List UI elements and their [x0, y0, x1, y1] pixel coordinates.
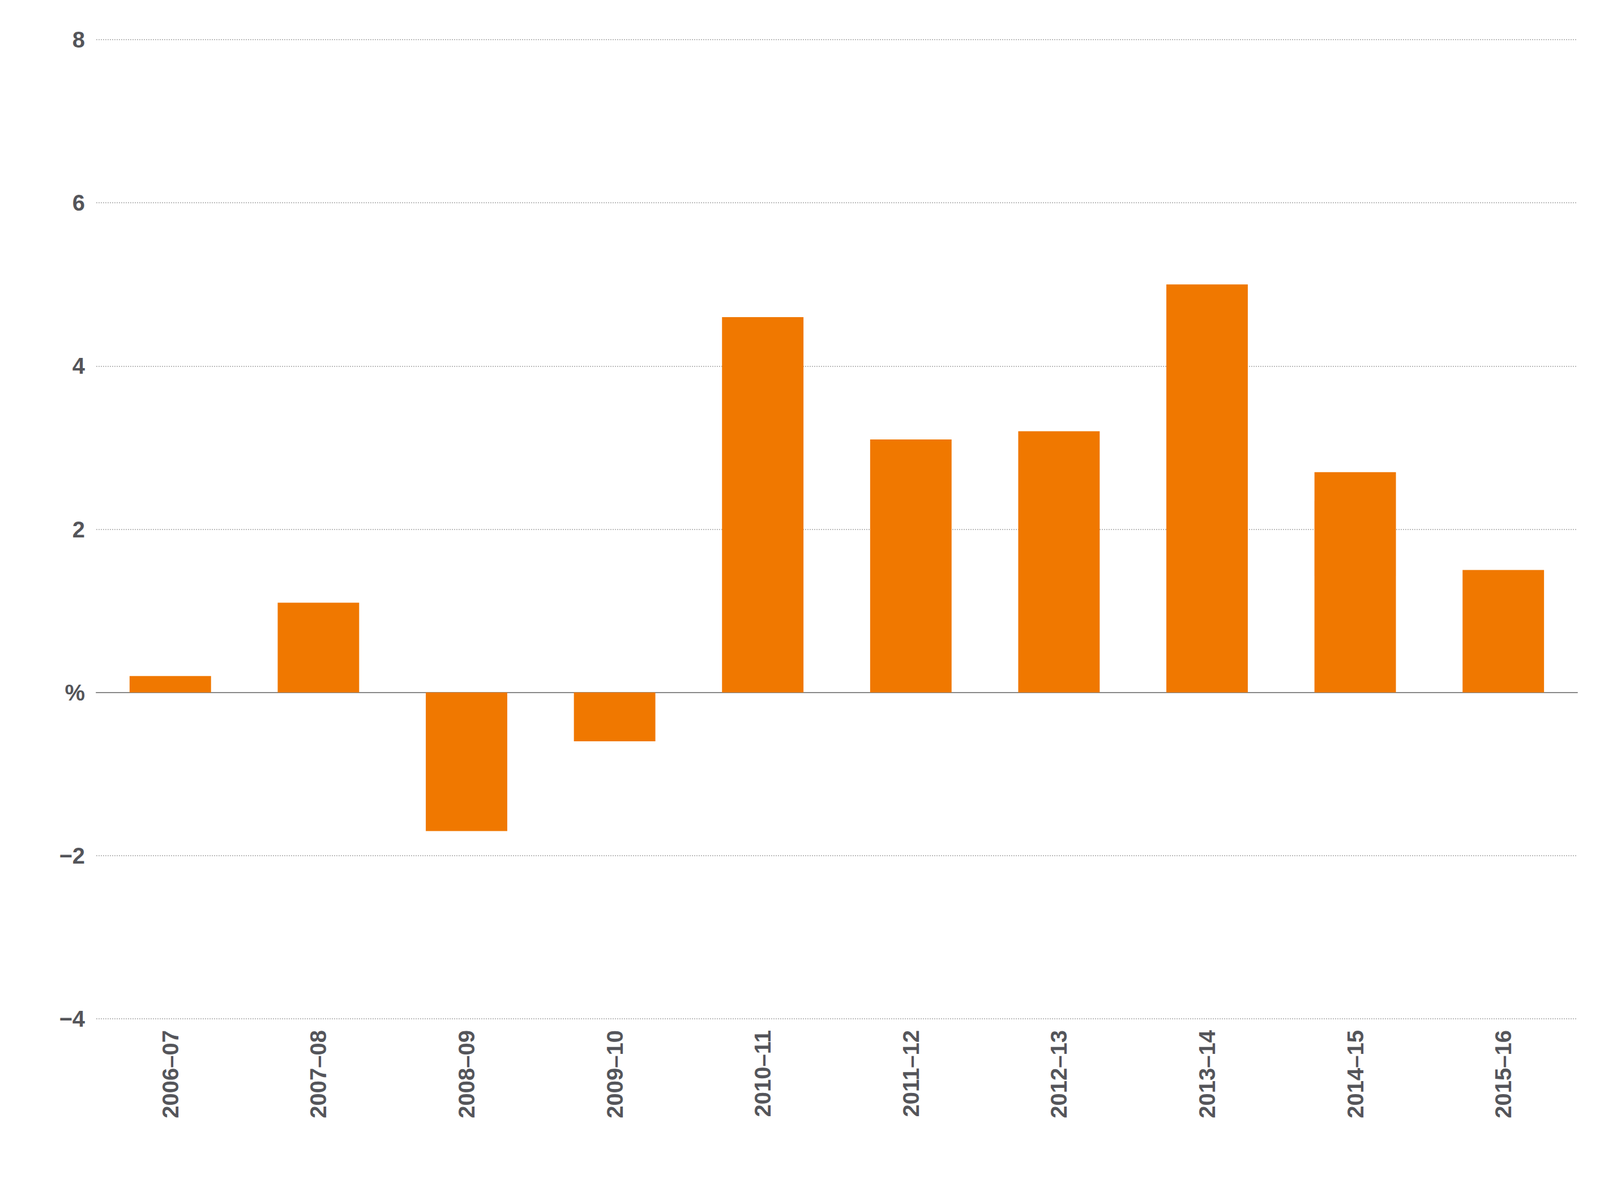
svg-text:%: %	[64, 679, 85, 705]
svg-text:2: 2	[72, 516, 85, 542]
svg-text:2012–13: 2012–13	[1046, 1029, 1072, 1119]
svg-text:2011–12: 2011–12	[898, 1029, 924, 1118]
svg-text:4: 4	[72, 353, 86, 379]
svg-text:2009–10: 2009–10	[602, 1029, 628, 1119]
svg-text:2007–08: 2007–08	[305, 1029, 331, 1119]
svg-text:2015–16: 2015–16	[1490, 1029, 1516, 1119]
svg-text:2010–11: 2010–11	[750, 1029, 776, 1118]
svg-text:−4: −4	[58, 1006, 85, 1031]
svg-text:2008–09: 2008–09	[454, 1029, 479, 1119]
svg-text:−2: −2	[58, 843, 85, 868]
svg-text:8: 8	[72, 27, 85, 53]
svg-text:6: 6	[72, 190, 85, 216]
svg-text:2014–15: 2014–15	[1342, 1029, 1368, 1119]
svg-text:2006–07: 2006–07	[157, 1029, 183, 1119]
svg-text:2013–14: 2013–14	[1194, 1029, 1220, 1118]
